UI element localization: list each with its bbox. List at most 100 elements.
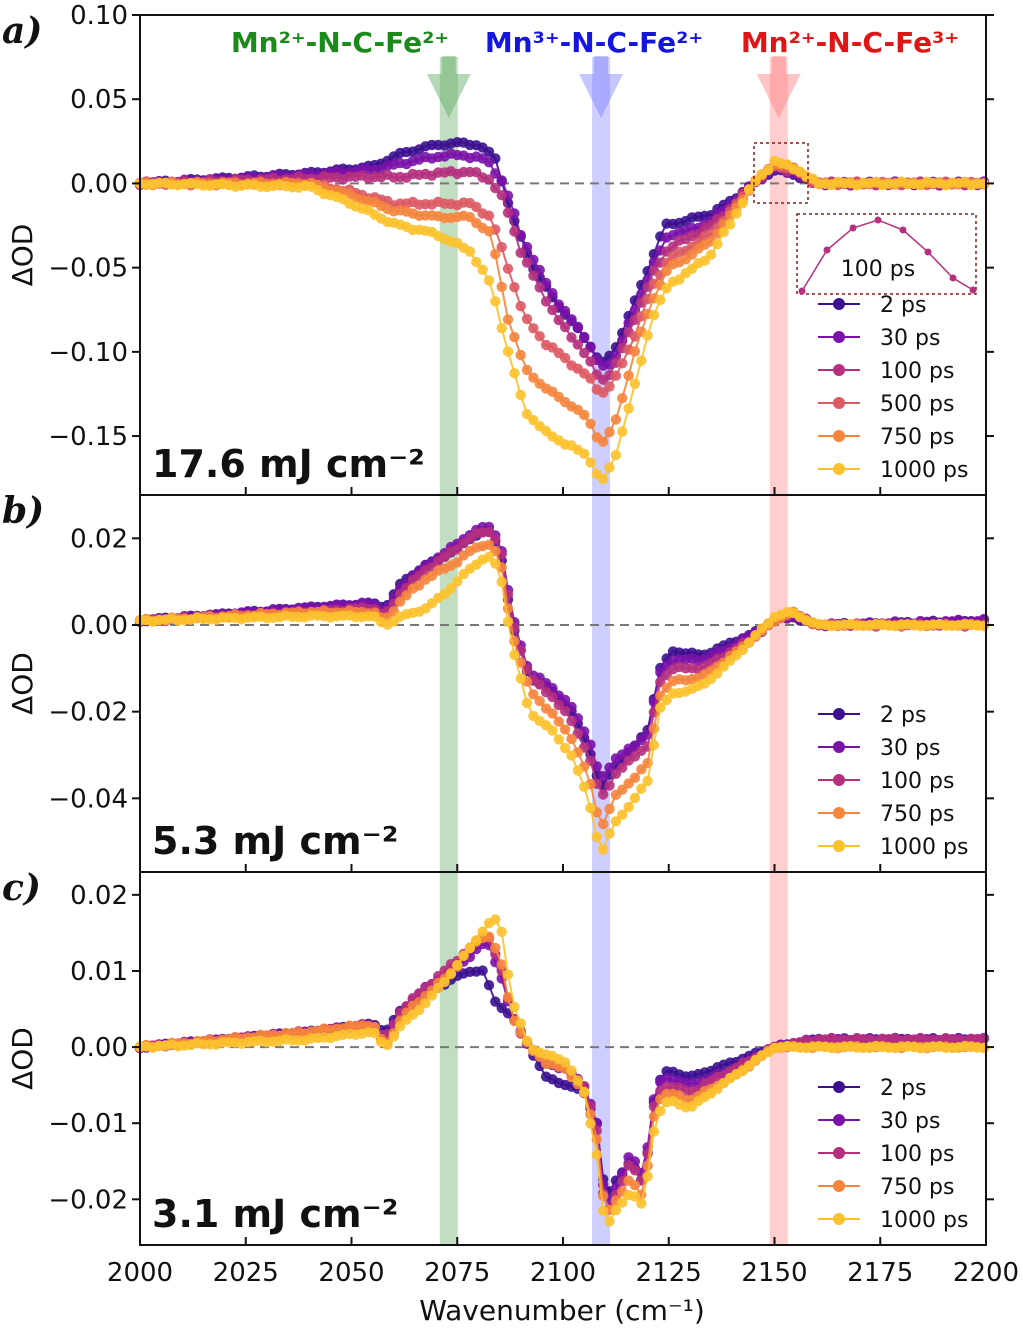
data-point [496, 190, 507, 201]
inset-label: 100 ps [841, 257, 915, 282]
series-100-ps [134, 932, 990, 1214]
data-point [483, 526, 495, 538]
data-point [572, 765, 583, 776]
legend-marker [833, 807, 845, 819]
data-point [629, 1191, 641, 1202]
data-point [604, 803, 615, 815]
data-point [579, 448, 590, 459]
legend-label: 100 ps [880, 359, 954, 384]
data-point [661, 283, 672, 294]
data-point [629, 772, 641, 783]
data-point [598, 473, 609, 485]
data-point [502, 969, 514, 980]
data-point [724, 219, 736, 230]
legend-label: 2 ps [880, 703, 926, 728]
data-point [648, 309, 660, 321]
data-point [515, 389, 526, 401]
data-point [629, 792, 641, 804]
data-point [439, 976, 450, 988]
data-point [509, 331, 520, 343]
data-point [471, 256, 482, 268]
band-label-2: Mn²⁺-N-C-Fe³⁺ [741, 26, 959, 59]
y-tick-label: 0.10 [70, 1, 128, 31]
data-point [528, 323, 539, 334]
data-point [585, 457, 596, 468]
data-point [598, 818, 609, 830]
data-point [540, 296, 552, 307]
data-point [566, 733, 577, 745]
plot-frame [139, 494, 987, 873]
data-point [547, 691, 558, 703]
data-point [763, 164, 774, 176]
legend-marker [833, 1081, 845, 1093]
data-point [585, 373, 596, 384]
data-point [382, 1039, 393, 1051]
data-point [509, 649, 520, 660]
data-point [471, 935, 482, 946]
legend-label: 1000 ps [880, 835, 968, 860]
data-point [585, 1118, 596, 1129]
data-point [515, 247, 526, 258]
legend-label: 2 ps [880, 1076, 926, 1101]
data-point [661, 694, 672, 706]
data-point [598, 789, 609, 800]
data-point [502, 263, 514, 274]
data-point [509, 226, 520, 237]
data-point [401, 590, 412, 601]
band-0 [439, 57, 458, 1245]
data-point [490, 914, 501, 925]
data-point [978, 1033, 990, 1045]
x-axis-label: Wavenumber (cm⁻¹) [419, 1294, 705, 1327]
data-point [636, 783, 647, 794]
data-point [490, 182, 501, 194]
data-point [394, 596, 406, 607]
data-point [369, 1028, 380, 1039]
data-point [559, 742, 571, 754]
data-point [566, 332, 577, 343]
y-tick-label: 0.00 [70, 169, 128, 199]
data-point [483, 539, 495, 550]
data-point [737, 197, 748, 209]
data-point [534, 331, 545, 342]
data-point [629, 378, 641, 389]
inset-point [823, 246, 831, 254]
panel-0: −0.15 −0.10 −0.05 0.00 0.05 0.10 ΔOD a) 17.6 mJ … [2, 1, 994, 496]
data-point [464, 246, 476, 257]
data-point [521, 1035, 533, 1047]
data-point [553, 716, 564, 727]
y-axis-label: ΔOD [6, 652, 39, 715]
data-point [585, 356, 596, 367]
data-point [610, 1205, 622, 1216]
series-1000-ps [134, 914, 990, 1227]
data-point [496, 959, 507, 970]
legend-marker [833, 1147, 845, 1159]
data-point [585, 418, 596, 429]
data-point [496, 241, 507, 253]
inset-point [899, 226, 907, 234]
data-point [718, 227, 729, 238]
panels-layer: −0.15 −0.10 −0.05 0.00 0.05 0.10 ΔOD a) 17.6 mJ … [2, 1, 1019, 1288]
data-point [547, 708, 558, 719]
data-point [483, 146, 495, 157]
data-point [426, 990, 438, 1001]
x-tick-label: 2200 [953, 1258, 1019, 1288]
data-point [579, 1086, 590, 1098]
data-point [490, 248, 501, 260]
series-100-ps [134, 526, 990, 800]
data-point [572, 339, 583, 350]
data-point [490, 996, 501, 1007]
data-point [534, 282, 545, 293]
data-point [559, 352, 571, 364]
data-point [515, 1018, 526, 1029]
band-arrow-2 [756, 56, 801, 118]
legend-marker [833, 397, 845, 409]
data-point [674, 274, 685, 285]
series-2-ps [134, 965, 990, 1197]
data-point [705, 249, 717, 260]
y-tick-label: −0.15 [48, 422, 128, 452]
series-line [139, 936, 984, 1211]
data-point [617, 784, 628, 795]
data-point [604, 426, 615, 438]
inset-point [849, 224, 857, 232]
legend: 2 ps 30 ps 100 ps 500 ps 750 ps 1000 ps [818, 293, 968, 483]
